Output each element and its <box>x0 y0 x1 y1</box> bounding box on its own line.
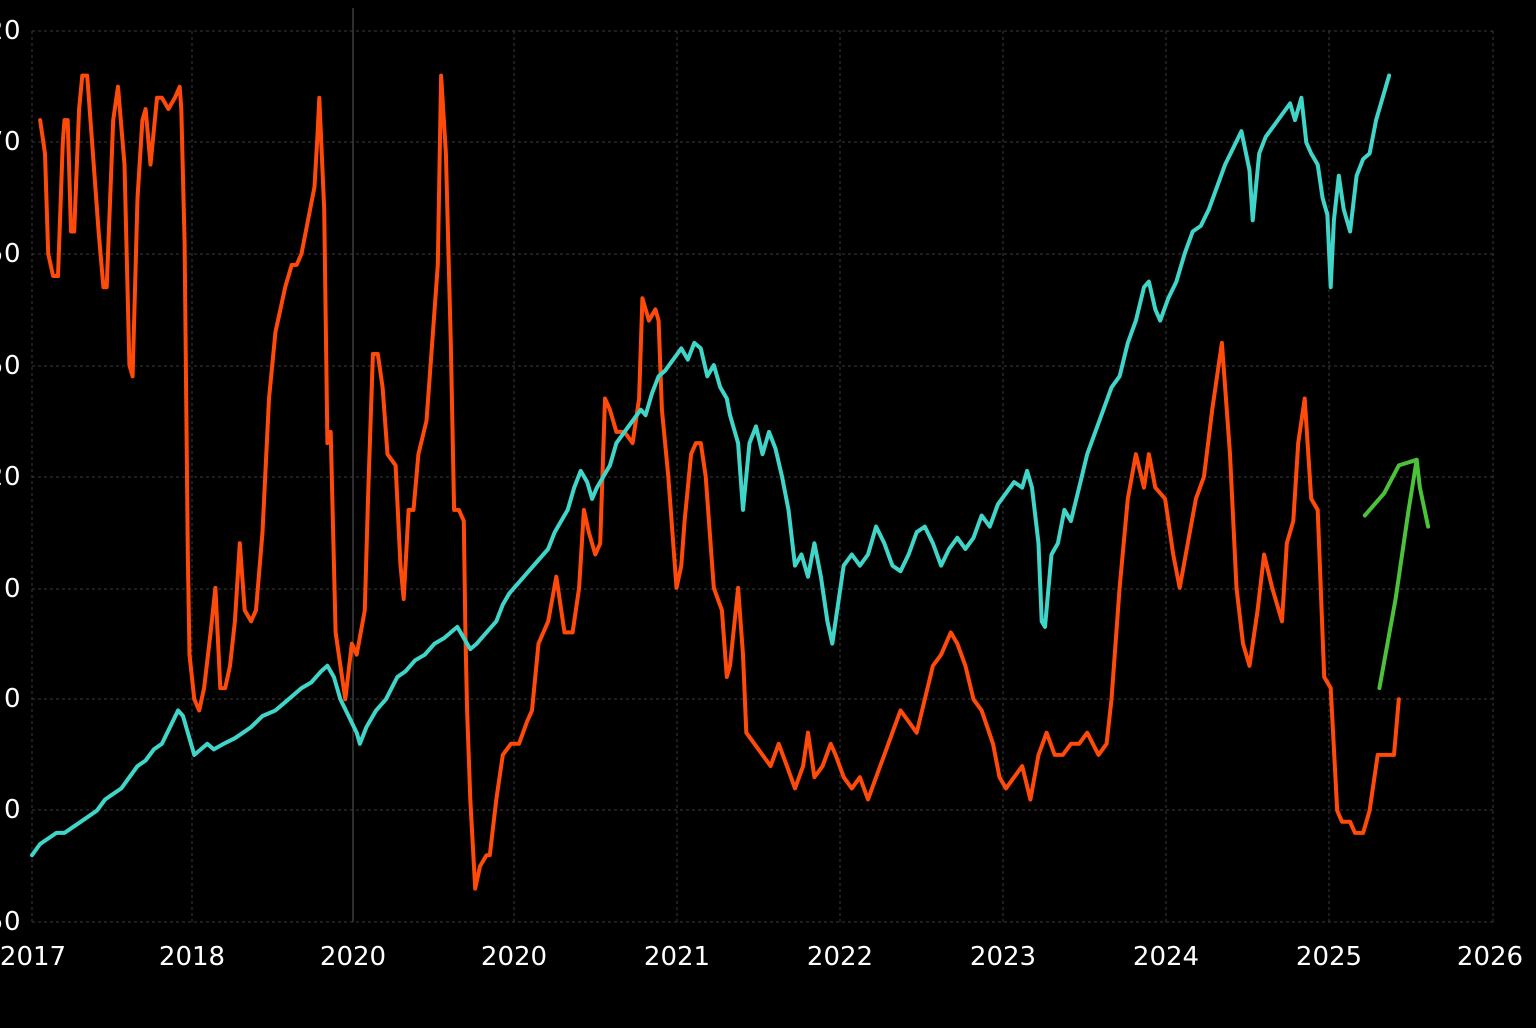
x-tick-label: 2018 <box>158 942 226 972</box>
green-arrow-line <box>1377 457 1419 691</box>
y-tick-label: 50 <box>0 351 20 381</box>
y-axis-labels: 50 0 0 0 20 50 50 70 20 <box>0 0 20 1024</box>
x-tick-label: 2023 <box>969 942 1037 972</box>
x-tick-label: 2021 <box>643 942 711 972</box>
x-tick-label: 2020 <box>480 942 548 972</box>
y-tick-label: 50 <box>0 907 20 937</box>
cyan-series-line <box>30 73 1392 858</box>
data-lines <box>30 73 1431 891</box>
y-tick-label: 0 <box>3 795 20 825</box>
y-tick-label: 50 <box>0 239 20 269</box>
arrow-head-icon <box>1362 457 1431 529</box>
y-tick-label: 0 <box>3 684 20 714</box>
y-tick-label: 20 <box>0 462 20 492</box>
y-tick-label: 20 <box>0 16 20 46</box>
gridlines <box>31 8 1494 923</box>
x-tick-label: 2022 <box>806 942 874 972</box>
x-tick-label: 2024 <box>1132 942 1200 972</box>
x-tick-label: 2026 <box>1456 942 1524 972</box>
y-tick-label: 0 <box>3 574 20 604</box>
x-tick-label: 2025 <box>1295 942 1363 972</box>
x-tick-label: 2020 <box>319 942 387 972</box>
orange-series-line <box>38 73 1401 891</box>
x-tick-label: 2017 <box>0 942 67 972</box>
y-tick-label: 70 <box>0 127 20 157</box>
